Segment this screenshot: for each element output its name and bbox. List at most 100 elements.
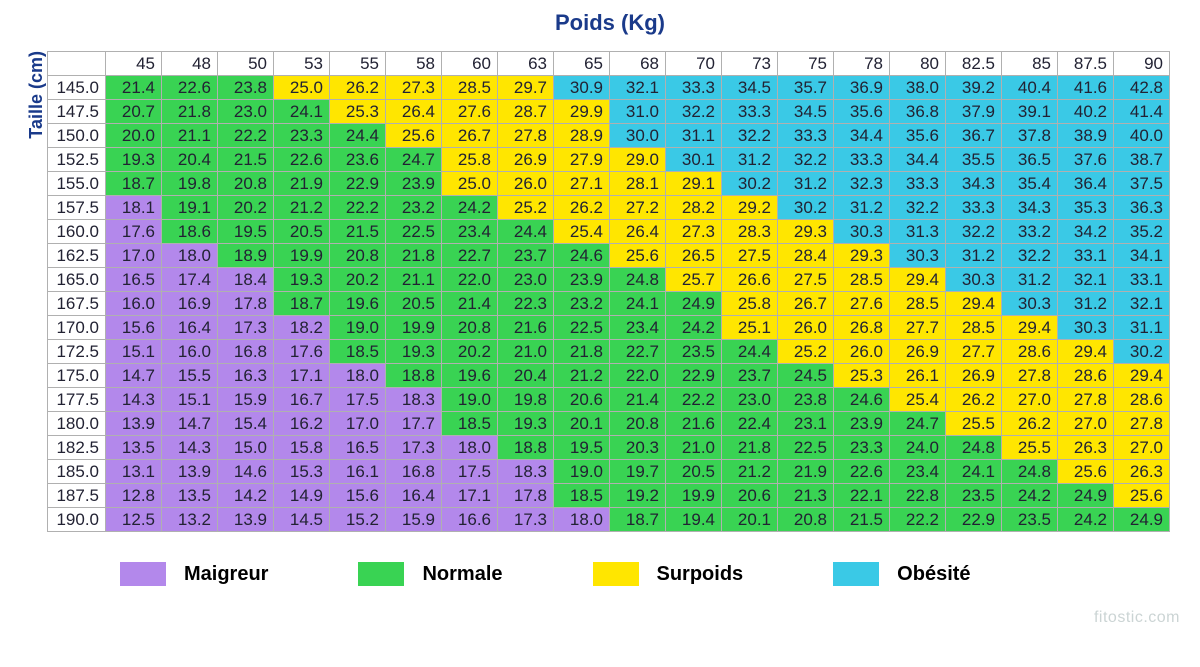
- height-header: 155.0: [48, 172, 106, 196]
- bmi-cell: 27.2: [610, 196, 666, 220]
- bmi-cell: 22.2: [330, 196, 386, 220]
- bmi-cell: 27.8: [498, 124, 554, 148]
- bmi-cell: 17.8: [498, 484, 554, 508]
- bmi-cell: 32.2: [946, 220, 1002, 244]
- bmi-cell: 19.3: [106, 148, 162, 172]
- bmi-cell: 21.5: [330, 220, 386, 244]
- bmi-cell: 17.5: [442, 460, 498, 484]
- bmi-cell: 27.3: [386, 76, 442, 100]
- bmi-cell: 23.3: [834, 436, 890, 460]
- bmi-cell: 24.8: [610, 268, 666, 292]
- bmi-cell: 17.1: [274, 364, 330, 388]
- bmi-cell: 17.6: [106, 220, 162, 244]
- watermark: fitostic.com: [1094, 609, 1180, 627]
- bmi-cell: 26.1: [890, 364, 946, 388]
- bmi-cell: 26.5: [666, 244, 722, 268]
- bmi-cell: 26.3: [1058, 436, 1114, 460]
- bmi-cell: 21.0: [666, 436, 722, 460]
- bmi-cell: 23.5: [666, 340, 722, 364]
- bmi-cell: 16.7: [274, 388, 330, 412]
- bmi-cell: 24.6: [554, 244, 610, 268]
- legend-swatch: [833, 562, 879, 586]
- bmi-cell: 17.3: [386, 436, 442, 460]
- bmi-cell: 17.0: [106, 244, 162, 268]
- bmi-cell: 29.4: [946, 292, 1002, 316]
- bmi-cell: 26.9: [946, 364, 1002, 388]
- bmi-cell: 27.8: [1002, 364, 1058, 388]
- bmi-cell: 20.8: [778, 508, 834, 532]
- table-row: 167.516.016.917.818.719.620.521.422.323.…: [48, 292, 1170, 316]
- bmi-cell: 19.9: [386, 316, 442, 340]
- bmi-cell: 25.5: [1002, 436, 1058, 460]
- bmi-cell: 28.6: [1058, 364, 1114, 388]
- bmi-cell: 26.9: [890, 340, 946, 364]
- bmi-cell: 24.1: [274, 100, 330, 124]
- bmi-cell: 21.6: [498, 316, 554, 340]
- bmi-cell: 36.4: [1058, 172, 1114, 196]
- bmi-cell: 23.4: [610, 316, 666, 340]
- bmi-cell: 25.6: [1114, 484, 1170, 508]
- bmi-cell: 38.0: [890, 76, 946, 100]
- bmi-cell: 18.0: [554, 508, 610, 532]
- bmi-cell: 35.7: [778, 76, 834, 100]
- bmi-cell: 25.3: [330, 100, 386, 124]
- bmi-cell: 31.2: [1002, 268, 1058, 292]
- bmi-cell: 15.6: [330, 484, 386, 508]
- bmi-cell: 24.7: [890, 412, 946, 436]
- bmi-cell: 19.8: [162, 172, 218, 196]
- bmi-cell: 30.3: [890, 244, 946, 268]
- bmi-cell: 41.6: [1058, 76, 1114, 100]
- bmi-cell: 22.3: [498, 292, 554, 316]
- bmi-cell: 23.5: [946, 484, 1002, 508]
- table-row: 160.017.618.619.520.521.522.523.424.425.…: [48, 220, 1170, 244]
- bmi-cell: 37.8: [1002, 124, 1058, 148]
- bmi-cell: 27.7: [946, 340, 1002, 364]
- bmi-cell: 25.3: [834, 364, 890, 388]
- bmi-cell: 27.0: [1058, 412, 1114, 436]
- table-row: 150.020.021.122.223.324.425.626.727.828.…: [48, 124, 1170, 148]
- bmi-cell: 16.5: [106, 268, 162, 292]
- bmi-cell: 19.5: [554, 436, 610, 460]
- bmi-cell: 21.9: [778, 460, 834, 484]
- bmi-cell: 32.1: [1114, 292, 1170, 316]
- bmi-cell: 20.2: [442, 340, 498, 364]
- bmi-cell: 18.0: [162, 244, 218, 268]
- bmi-cell: 19.9: [666, 484, 722, 508]
- weight-header: 50: [218, 52, 274, 76]
- height-header: 170.0: [48, 316, 106, 340]
- bmi-cell: 19.6: [442, 364, 498, 388]
- bmi-cell: 36.3: [1114, 196, 1170, 220]
- bmi-cell: 33.1: [1114, 268, 1170, 292]
- bmi-cell: 23.7: [722, 364, 778, 388]
- bmi-cell: 12.5: [106, 508, 162, 532]
- height-header: 190.0: [48, 508, 106, 532]
- bmi-cell: 14.7: [162, 412, 218, 436]
- bmi-cell: 34.3: [946, 172, 1002, 196]
- bmi-cell: 35.5: [946, 148, 1002, 172]
- bmi-cell: 23.9: [554, 268, 610, 292]
- bmi-cell: 26.2: [1002, 412, 1058, 436]
- bmi-cell: 36.9: [834, 76, 890, 100]
- bmi-cell: 17.5: [330, 388, 386, 412]
- bmi-cell: 35.6: [890, 124, 946, 148]
- bmi-cell: 34.4: [890, 148, 946, 172]
- bmi-cell: 20.3: [610, 436, 666, 460]
- bmi-cell: 28.5: [946, 316, 1002, 340]
- bmi-cell: 20.4: [498, 364, 554, 388]
- bmi-cell: 21.8: [386, 244, 442, 268]
- bmi-cell: 42.8: [1114, 76, 1170, 100]
- bmi-cell: 21.3: [778, 484, 834, 508]
- bmi-cell: 28.5: [890, 292, 946, 316]
- bmi-cell: 40.2: [1058, 100, 1114, 124]
- bmi-cell: 21.4: [106, 76, 162, 100]
- bmi-cell: 18.5: [330, 340, 386, 364]
- bmi-cell: 23.6: [330, 148, 386, 172]
- bmi-cell: 32.1: [610, 76, 666, 100]
- weight-header: 55: [330, 52, 386, 76]
- bmi-cell: 30.3: [1058, 316, 1114, 340]
- bmi-cell: 16.3: [218, 364, 274, 388]
- weight-header: 53: [274, 52, 330, 76]
- table-row: 187.512.813.514.214.915.616.417.117.818.…: [48, 484, 1170, 508]
- bmi-cell: 31.0: [610, 100, 666, 124]
- bmi-cell: 19.6: [330, 292, 386, 316]
